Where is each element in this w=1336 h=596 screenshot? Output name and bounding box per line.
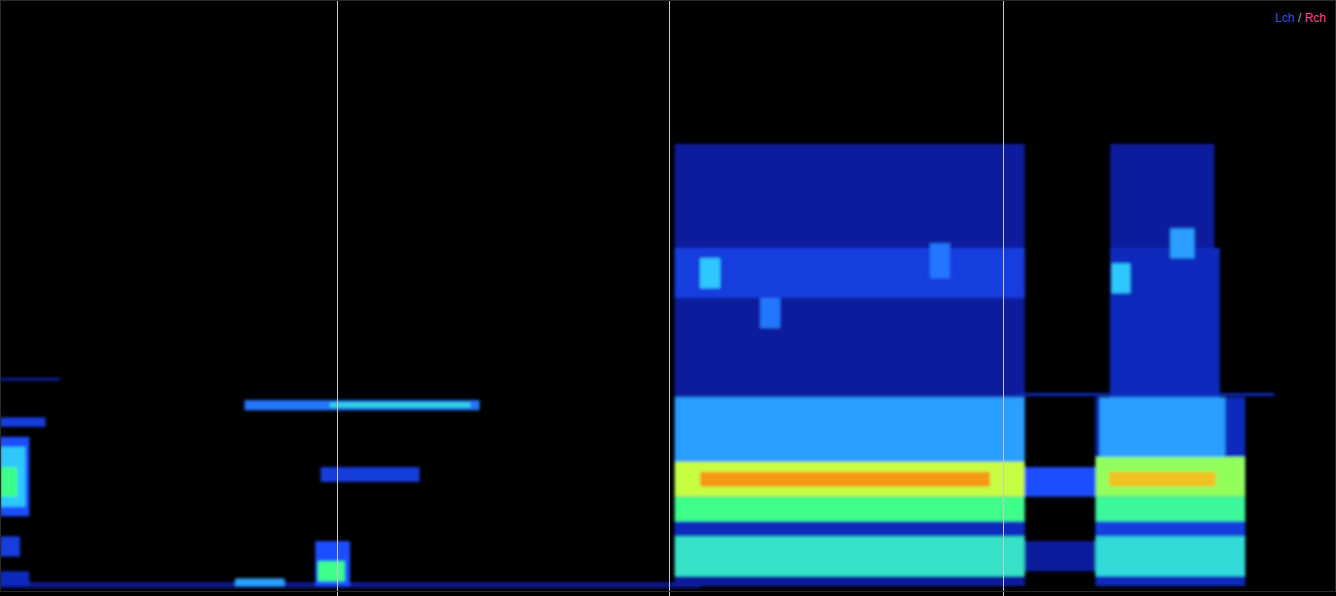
heatmap-cell [0,447,25,507]
legend: Lch / Rch [1275,11,1326,25]
heatmap-cell [244,400,479,410]
heatmap-cell [675,522,1025,537]
cells [0,144,1275,588]
legend-entry: Rch [1305,11,1326,25]
plot-frame [1,1,1336,592]
chart: Lch / Rch [0,0,1336,596]
heatmap-cell [1110,248,1220,397]
heatmap-cell [1100,397,1226,457]
heatmap-cell [330,403,470,408]
heatmap-cell [675,497,1025,522]
plot-background [0,0,1336,596]
heatmap-cell [700,472,990,487]
heatmap-cell [0,437,29,516]
divider-line [337,0,338,596]
heatmap-cell [675,248,1025,298]
heatmap-cell [1096,397,1246,586]
heatmap-cell [1170,229,1194,259]
heatmap-cell [930,243,950,278]
heatmap-cell [675,397,1025,462]
heatmap-cell [321,467,420,482]
legend-entry: Lch [1275,11,1294,25]
heatmap-cell [0,536,20,556]
heatmap-cell [760,298,780,328]
heatmap-cell [1096,536,1246,576]
heatmap-cell [675,536,1025,576]
heatmap-cell [1096,457,1246,497]
heatmap-cell [0,571,29,586]
heatmap-cell [235,578,284,586]
divider-line [1003,0,1004,596]
heatmap-cell [0,378,60,381]
heatmap-cell [315,541,350,586]
heatmap-cell [318,561,345,581]
heatmap-cell [1112,263,1131,293]
heatmap-cell [1109,472,1216,487]
heatmap-cell [1096,497,1246,522]
heatmap-cell [1025,541,1096,571]
legend-separator: / [1295,11,1305,25]
divider-line [669,0,670,596]
heatmap-cell [0,582,700,588]
heatmap-cell [675,462,1025,497]
heatmap-cell [1096,522,1246,537]
dividers [338,0,1004,596]
heatmap-cell [1025,467,1096,497]
heatmap-cell [0,417,45,426]
heatmap-cell [675,144,1025,586]
heatmap-cell [700,258,720,288]
heatmap-cell [0,467,17,497]
